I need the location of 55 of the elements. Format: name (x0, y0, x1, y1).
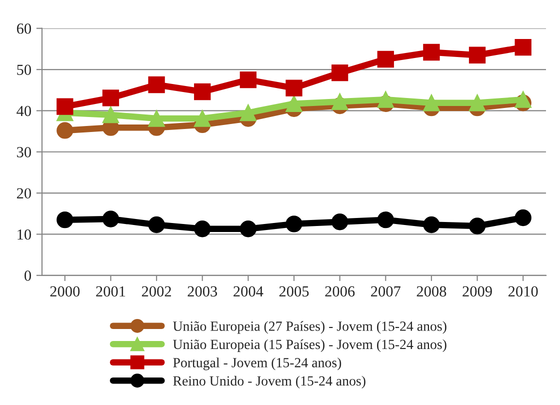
x-tick-label: 2002 (142, 286, 171, 297)
point (286, 95, 302, 112)
x-tick-label: 2006 (325, 286, 355, 297)
point (331, 93, 348, 110)
x-tick-label: 2004 (234, 286, 264, 297)
point (148, 110, 165, 127)
point (56, 98, 74, 115)
point (148, 76, 165, 94)
x-tick-label: 2007 (371, 286, 400, 297)
x-tick-label: 2001 (96, 286, 126, 297)
point (468, 46, 486, 64)
x-tick-label: 2010 (508, 286, 538, 297)
y-tick-label: 10 (18, 229, 31, 240)
point (240, 71, 257, 88)
point (468, 94, 486, 112)
point (102, 106, 120, 124)
point (423, 216, 440, 234)
point (240, 104, 257, 122)
y-tick-label: 0 (24, 270, 31, 281)
point (56, 122, 74, 139)
legend-label: Portugal - Jovem (15-24 anos) (173, 358, 342, 370)
point (514, 91, 532, 108)
y-tick-label: 20 (16, 188, 31, 198)
point (194, 83, 211, 100)
point (377, 91, 394, 108)
point (468, 218, 486, 234)
point (377, 211, 394, 228)
point (240, 220, 257, 238)
point (331, 214, 348, 230)
point (148, 216, 165, 234)
point (377, 50, 394, 68)
x-tick-label: 2008 (416, 286, 446, 297)
point (423, 44, 440, 61)
legend-label: União Europeia (15 Países) - Jovem (15-24 anos) (173, 339, 446, 352)
y-tick-label: 40 (16, 106, 31, 116)
y-tick-label: 50 (17, 64, 31, 75)
point (423, 94, 440, 112)
point (102, 210, 120, 228)
legend-label: Reino Unido - Jovem (15-24 anos) (173, 376, 366, 388)
legend-label: União Europeia (27 Países) - Jovem (15-24 anos) (173, 321, 446, 334)
y-tick-label: 30 (17, 147, 31, 158)
x-tick-label: 2000 (50, 286, 80, 297)
point (286, 216, 302, 232)
point (514, 38, 532, 56)
point (514, 209, 532, 226)
point (194, 220, 211, 238)
point (56, 211, 74, 228)
x-tick-label: 2003 (188, 286, 218, 297)
point (194, 110, 211, 127)
point (286, 80, 302, 96)
x-tick-label: 2009 (462, 286, 492, 297)
y-tick-label: 60 (16, 23, 31, 34)
point (331, 64, 348, 82)
x-tick-label: 2005 (279, 286, 309, 297)
point (102, 90, 120, 106)
